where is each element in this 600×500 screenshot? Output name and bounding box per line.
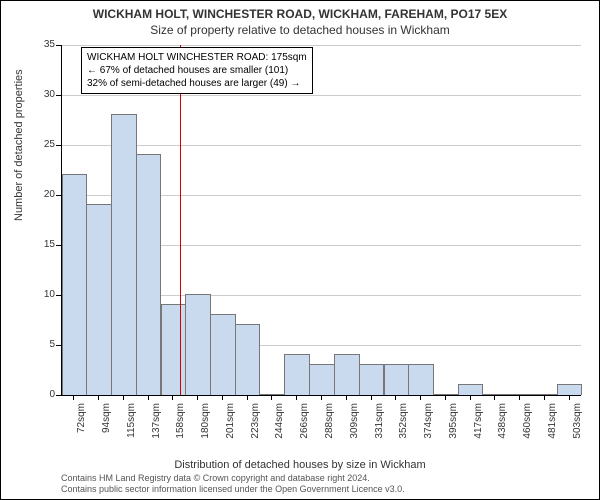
histogram-bar (111, 114, 137, 395)
x-tick-label: 137sqm (151, 403, 162, 443)
x-tick-mark (519, 395, 520, 400)
property-marker-line (180, 45, 181, 395)
histogram-bar (185, 294, 211, 395)
histogram-bar (384, 364, 410, 395)
x-tick-mark (123, 395, 124, 400)
histogram-bar (210, 314, 236, 395)
attribution-text: Contains HM Land Registry data © Crown c… (61, 473, 405, 495)
x-tick-label: 503sqm (572, 403, 583, 443)
histogram-bar (136, 154, 162, 395)
annotation-line2: ← 67% of detached houses are smaller (10… (87, 64, 307, 77)
x-tick-mark (172, 395, 173, 400)
plot-area: 0510152025303572sqm94sqm115sqm137sqm158s… (61, 45, 581, 395)
x-tick-mark (494, 395, 495, 400)
x-tick-mark (445, 395, 446, 400)
gridline (61, 95, 581, 96)
annotation-line1: WICKHAM HOLT WINCHESTER ROAD: 175sqm (87, 51, 307, 64)
x-tick-label: 288sqm (324, 403, 335, 443)
x-tick-mark (420, 395, 421, 400)
x-tick-mark (346, 395, 347, 400)
x-tick-mark (371, 395, 372, 400)
y-tick-label: 10 (31, 289, 55, 300)
x-tick-label: 481sqm (547, 403, 558, 443)
x-tick-mark (296, 395, 297, 400)
histogram-bar (458, 384, 484, 395)
chart-title-main: WICKHAM HOLT, WINCHESTER ROAD, WICKHAM, … (1, 7, 599, 21)
chart-container: WICKHAM HOLT, WINCHESTER ROAD, WICKHAM, … (0, 0, 600, 500)
y-axis-label: Number of detached properties (13, 69, 25, 221)
annotation-line3: 32% of semi-detached houses are larger (… (87, 77, 307, 90)
x-tick-label: 94sqm (101, 403, 112, 443)
x-tick-label: 158sqm (175, 403, 186, 443)
y-tick-label: 20 (31, 189, 55, 200)
x-tick-label: 374sqm (423, 403, 434, 443)
y-axis-line (61, 45, 62, 395)
attribution-line1: Contains HM Land Registry data © Crown c… (61, 473, 405, 484)
chart-title-sub: Size of property relative to detached ho… (1, 23, 599, 37)
histogram-bar (408, 364, 434, 395)
annotation-box: WICKHAM HOLT WINCHESTER ROAD: 175sqm← 67… (81, 47, 313, 94)
x-tick-mark (395, 395, 396, 400)
x-tick-label: 395sqm (448, 403, 459, 443)
y-tick-label: 5 (31, 339, 55, 350)
x-tick-mark (321, 395, 322, 400)
gridline (61, 145, 581, 146)
x-tick-label: 309sqm (349, 403, 360, 443)
x-tick-label: 201sqm (225, 403, 236, 443)
x-tick-mark (544, 395, 545, 400)
histogram-bar (235, 324, 261, 395)
histogram-bar (62, 174, 88, 395)
x-tick-mark (569, 395, 570, 400)
x-tick-label: 417sqm (473, 403, 484, 443)
histogram-bar (86, 204, 112, 395)
y-tick-label: 30 (31, 89, 55, 100)
x-tick-mark (222, 395, 223, 400)
x-tick-label: 244sqm (274, 403, 285, 443)
x-tick-label: 460sqm (522, 403, 533, 443)
x-tick-mark (73, 395, 74, 400)
x-tick-mark (247, 395, 248, 400)
x-tick-label: 223sqm (250, 403, 261, 443)
x-tick-label: 115sqm (126, 403, 137, 443)
x-tick-label: 331sqm (374, 403, 385, 443)
x-tick-mark (271, 395, 272, 400)
gridline (61, 45, 581, 46)
histogram-bar (359, 364, 385, 395)
attribution-line2: Contains public sector information licen… (61, 484, 405, 495)
histogram-bar (334, 354, 360, 395)
y-tick-label: 0 (31, 389, 55, 400)
y-tick-label: 25 (31, 139, 55, 150)
x-tick-mark (197, 395, 198, 400)
x-tick-label: 266sqm (299, 403, 310, 443)
x-tick-mark (98, 395, 99, 400)
x-tick-mark (148, 395, 149, 400)
x-tick-mark (470, 395, 471, 400)
x-tick-label: 438sqm (497, 403, 508, 443)
x-tick-label: 180sqm (200, 403, 211, 443)
histogram-bar (284, 354, 310, 395)
x-tick-label: 352sqm (398, 403, 409, 443)
y-tick-label: 35 (31, 39, 55, 50)
x-tick-label: 72sqm (76, 403, 87, 443)
y-tick-label: 15 (31, 239, 55, 250)
histogram-bar (309, 364, 335, 395)
x-axis-label: Distribution of detached houses by size … (1, 459, 599, 471)
histogram-bar (557, 384, 583, 395)
histogram-bar (161, 304, 187, 395)
